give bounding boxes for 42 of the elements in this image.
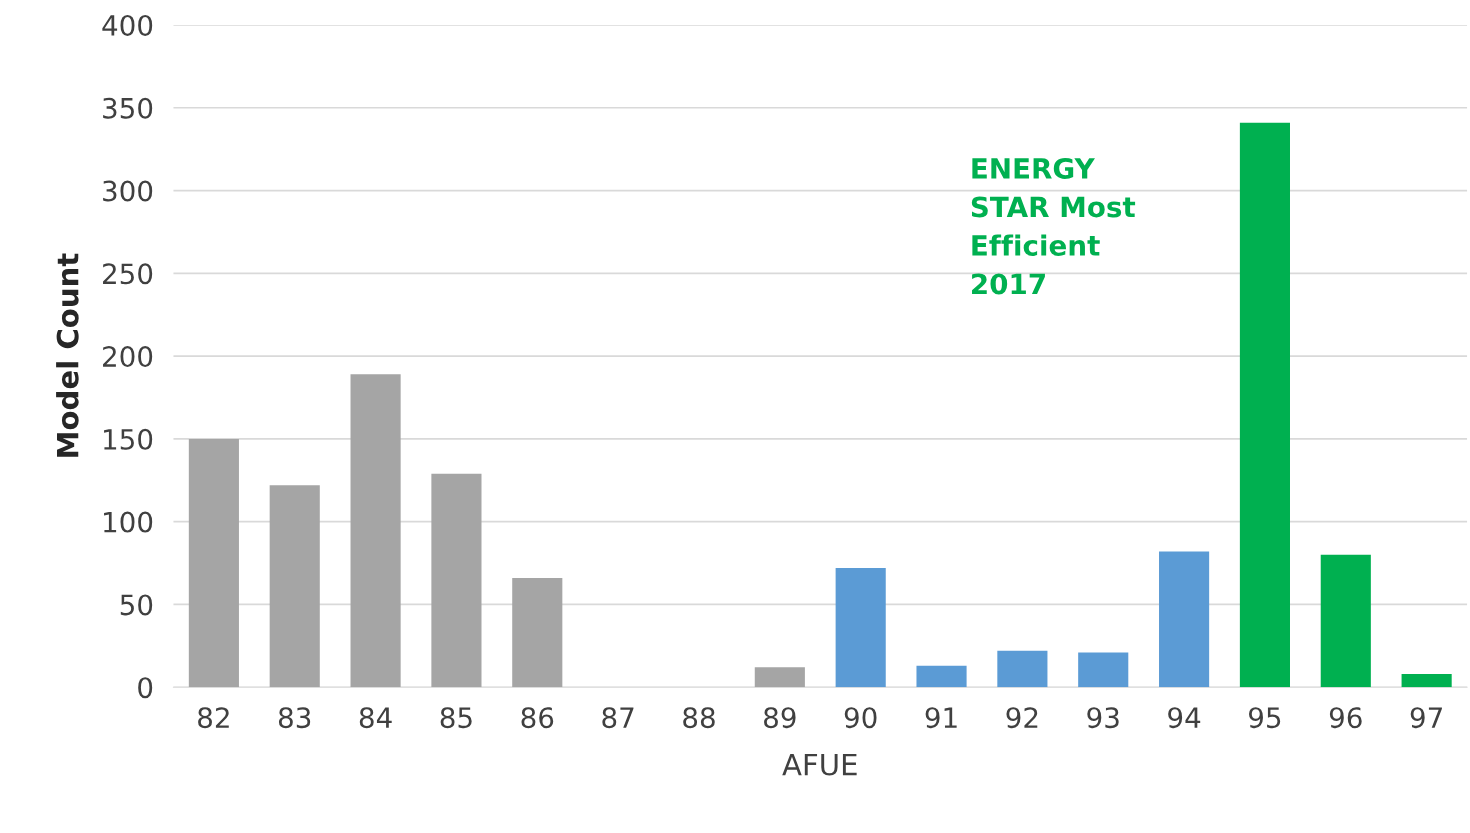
y-tick-label: 250 [103, 263, 153, 285]
bar [835, 568, 886, 688]
x-tick-label: 92 [1006, 707, 1038, 729]
x-axis-title: AFUE [782, 753, 857, 776]
bar [269, 485, 320, 688]
bar [1239, 122, 1290, 688]
y-tick-label: 150 [104, 428, 153, 450]
x-tick-label: 91 [925, 707, 957, 729]
x-tick-label: 93 [1087, 707, 1119, 729]
y-tick-label: 400 [102, 14, 153, 36]
x-tick-label: 94 [1168, 707, 1201, 729]
x-tick-label: 83 [278, 707, 311, 729]
x-tick-label: 84 [359, 707, 392, 729]
y-tick-label: 300 [103, 180, 153, 202]
bar [754, 667, 805, 688]
x-tick-label: 82 [198, 707, 229, 729]
bar [916, 665, 967, 688]
bar [1159, 551, 1210, 688]
x-tick-label: 95 [1249, 707, 1281, 729]
bar [512, 577, 563, 688]
bar [350, 374, 401, 688]
y-tick-label: 50 [120, 594, 153, 616]
bar [188, 438, 239, 688]
x-tick-label: 89 [764, 707, 796, 729]
x-tick-label: 87 [602, 707, 634, 729]
y-tick-label: 0 [138, 677, 153, 699]
bar [997, 650, 1048, 688]
bar [1320, 554, 1371, 688]
y-axis-title: Model Count [56, 253, 79, 457]
x-tick-label: 86 [521, 707, 554, 729]
annotation: ENERGY STAR Most Efficient 2017 [971, 157, 1136, 295]
x-tick-label: 97 [1410, 707, 1442, 729]
y-tick-label: 200 [103, 346, 153, 368]
bar [1078, 652, 1129, 688]
x-tick-label: 88 [683, 707, 715, 729]
x-tick-label: 96 [1329, 707, 1362, 729]
x-tick-label: 90 [844, 707, 877, 729]
y-tick-label: 100 [104, 511, 153, 533]
x-tick-label: 85 [440, 707, 472, 729]
y-tick-label: 350 [103, 97, 153, 119]
bar [1401, 673, 1452, 688]
bar [431, 473, 482, 688]
